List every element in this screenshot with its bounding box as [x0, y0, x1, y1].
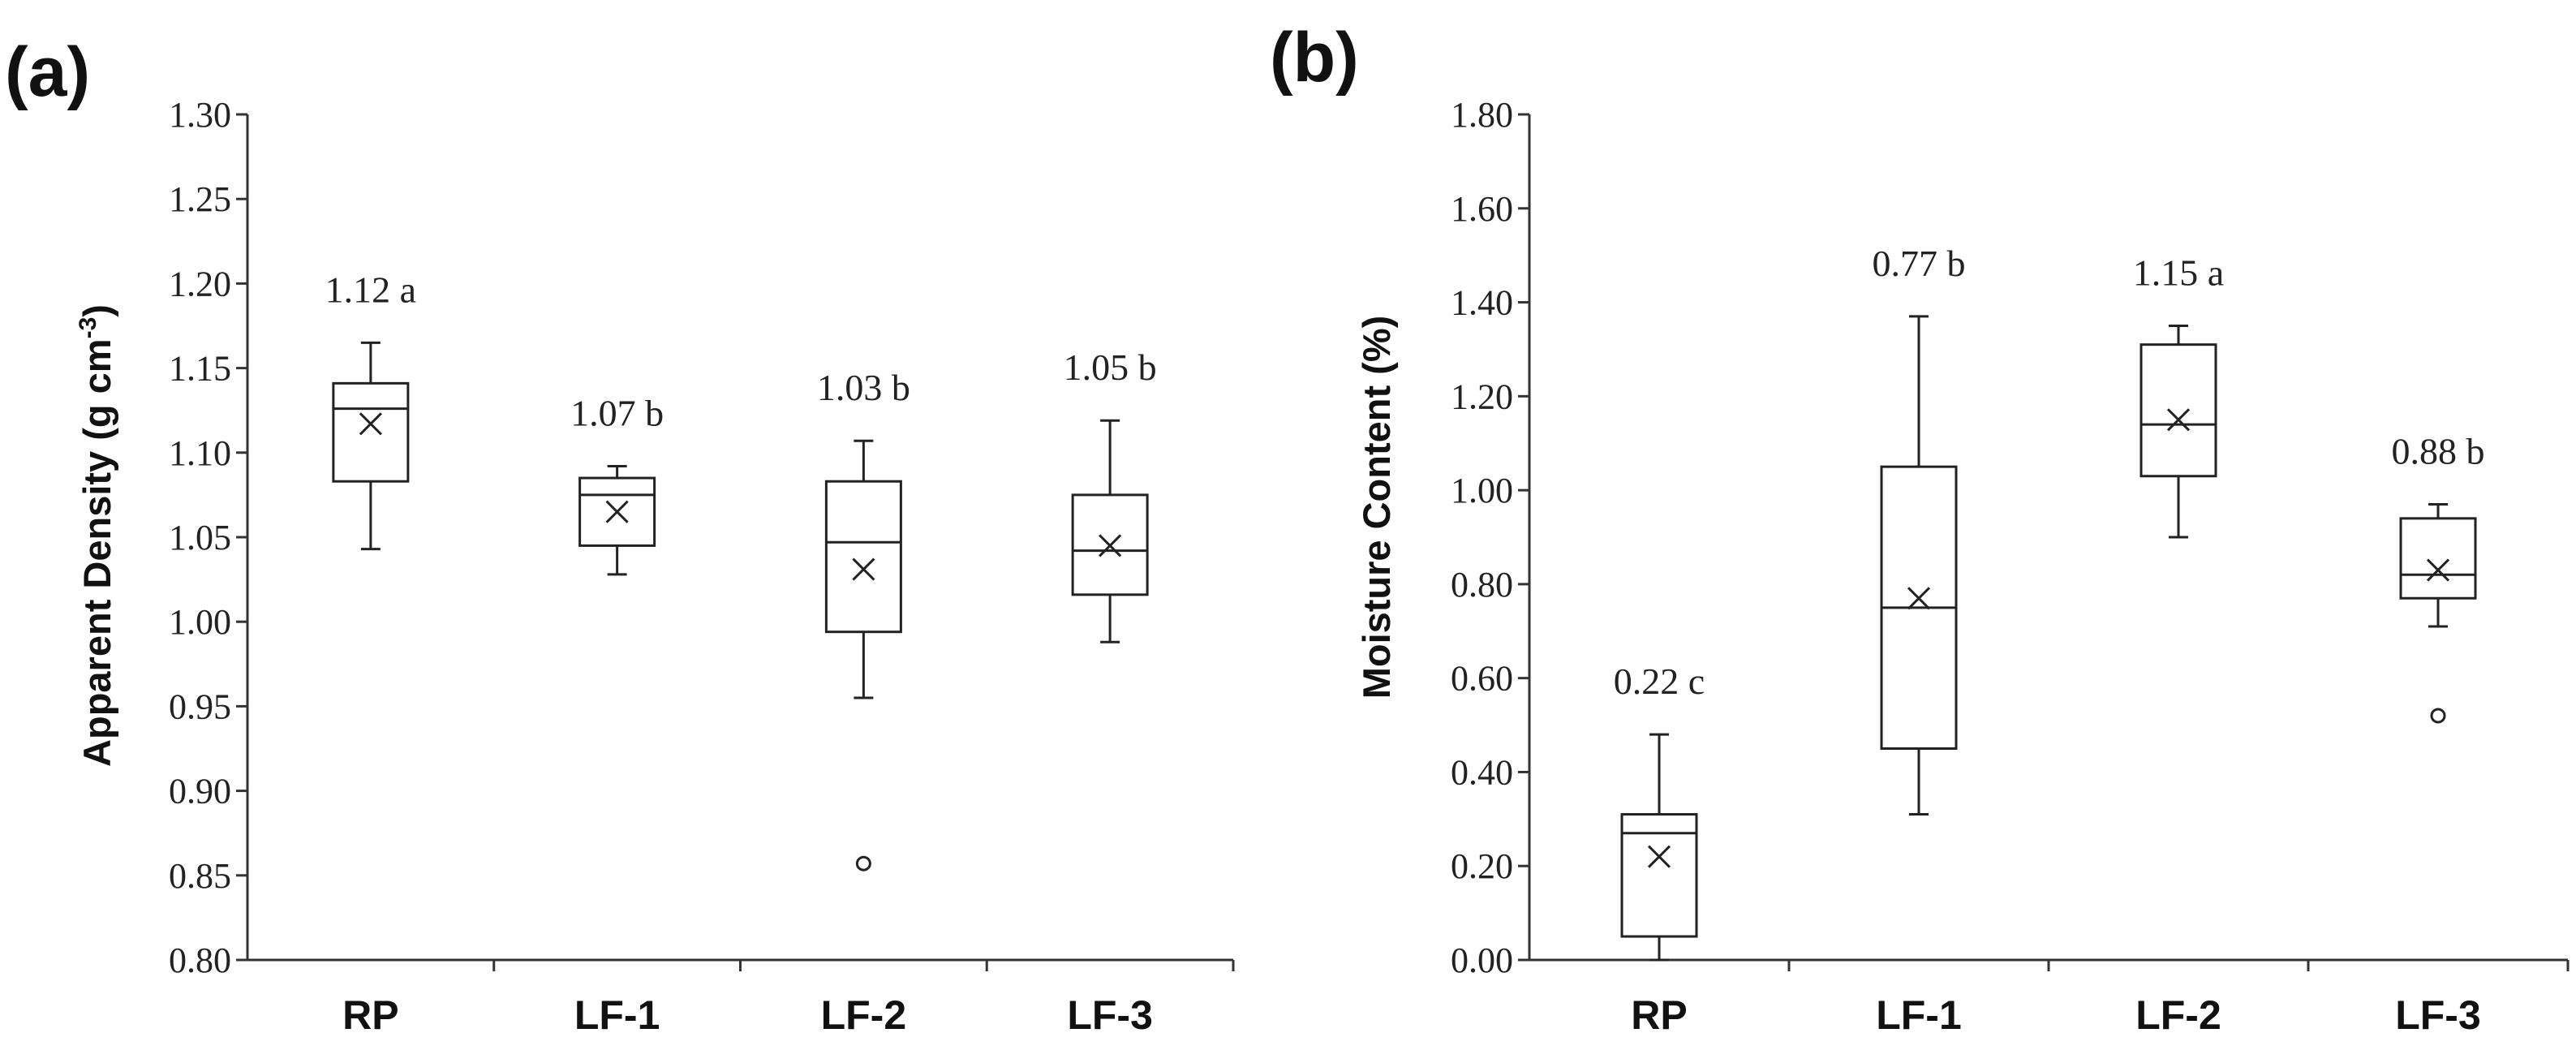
iqr-box	[332, 381, 410, 483]
iqr-box	[1620, 813, 1698, 938]
mean-marker	[1099, 534, 1122, 557]
y-tick-label: 0.40	[1451, 752, 1513, 792]
y-tick-label: 0.60	[1451, 659, 1513, 699]
y-tick-label: 0.20	[1451, 846, 1513, 886]
panel-label: (b)	[1270, 19, 1359, 97]
mean-label: 0.22 c	[1614, 661, 1705, 702]
x-tick-label: LF-2	[821, 992, 907, 1038]
y-tick-label: 1.15	[169, 349, 231, 389]
panel-b: (b) 0.00 0.20 0.40 0.60 0.80 1.00 1.20 1.40 1.60 1…	[1270, 19, 2570, 1038]
y-tick-label: 1.20	[1451, 377, 1513, 416]
y-tick-label: 0.85	[169, 856, 231, 896]
box-RP: 0.22 c	[1614, 661, 1705, 962]
panel-a: (a) 0.80 0.85 0.90 0.95 1.00 1.05 1.10 1.15 1.20 1…	[5, 33, 1235, 1038]
outlier-point	[2430, 708, 2446, 724]
x-tick-label: LF-2	[2135, 992, 2221, 1038]
y-tick-label: 1.10	[169, 433, 231, 473]
mean-marker	[2426, 558, 2450, 582]
mean-label: 1.12 a	[325, 269, 416, 310]
y-tick-label: 1.30	[169, 95, 231, 135]
y-tick-label: 1.00	[1451, 471, 1513, 510]
x-tick-label: LF-3	[1067, 992, 1153, 1038]
mean-label: 1.05 b	[1064, 346, 1157, 388]
mean-marker	[1647, 845, 1671, 868]
iqr-box	[2399, 517, 2477, 600]
iqr-box	[824, 480, 902, 634]
x-tick-label: RP	[342, 992, 398, 1038]
mean-marker	[359, 412, 382, 436]
mean-label: 0.77 b	[1873, 243, 1966, 284]
y-tick-label: 1.05	[169, 518, 231, 557]
y-tick-label: 0.90	[169, 772, 231, 811]
mean-marker	[852, 557, 875, 581]
mean-marker	[605, 500, 629, 523]
box-LF-2: 1.03 b	[817, 367, 910, 871]
outlier-point	[855, 855, 871, 871]
mean-label: 1.15 a	[2133, 252, 2224, 294]
y-tick-label: 0.00	[1451, 940, 1513, 980]
box-LF-2: 1.15 a	[2133, 252, 2224, 539]
y-axis-label: Apparent Density (g cm-3)	[75, 304, 118, 767]
mean-marker	[2166, 408, 2191, 432]
box-LF-1: 0.77 b	[1873, 243, 1966, 816]
box-LF-3: 1.05 b	[1064, 346, 1157, 643]
y-axis-label: Moisture Content (%)	[1355, 316, 1398, 699]
box-LF-3: 0.88 b	[2392, 430, 2485, 724]
panel-label: (a)	[5, 33, 90, 111]
mean-label: 1.03 b	[817, 367, 910, 408]
y-tick-label: 0.80	[1451, 565, 1513, 605]
y-tick-label: 0.80	[169, 940, 231, 980]
box-LF-1: 1.07 b	[570, 392, 664, 576]
y-tick-label: 1.60	[1451, 189, 1513, 229]
y-tick-label: 0.95	[169, 686, 231, 726]
mean-label: 1.07 b	[570, 392, 664, 433]
mean-label: 0.88 b	[2392, 430, 2485, 471]
y-tick-label: 1.00	[169, 602, 231, 642]
y-tick-label: 1.20	[169, 264, 231, 303]
y-tick-label: 1.40	[1451, 283, 1513, 323]
y-tick-label: 1.80	[1451, 95, 1513, 135]
x-tick-label: LF-3	[2395, 992, 2481, 1038]
mean-marker	[1907, 587, 1931, 610]
x-tick-label: LF-1	[574, 992, 660, 1038]
x-tick-label: LF-1	[1876, 992, 1962, 1038]
y-tick-label: 1.25	[169, 179, 231, 219]
x-tick-label: RP	[1631, 992, 1687, 1038]
box-RP: 1.12 a	[325, 269, 416, 551]
iqr-box	[2139, 343, 2217, 478]
